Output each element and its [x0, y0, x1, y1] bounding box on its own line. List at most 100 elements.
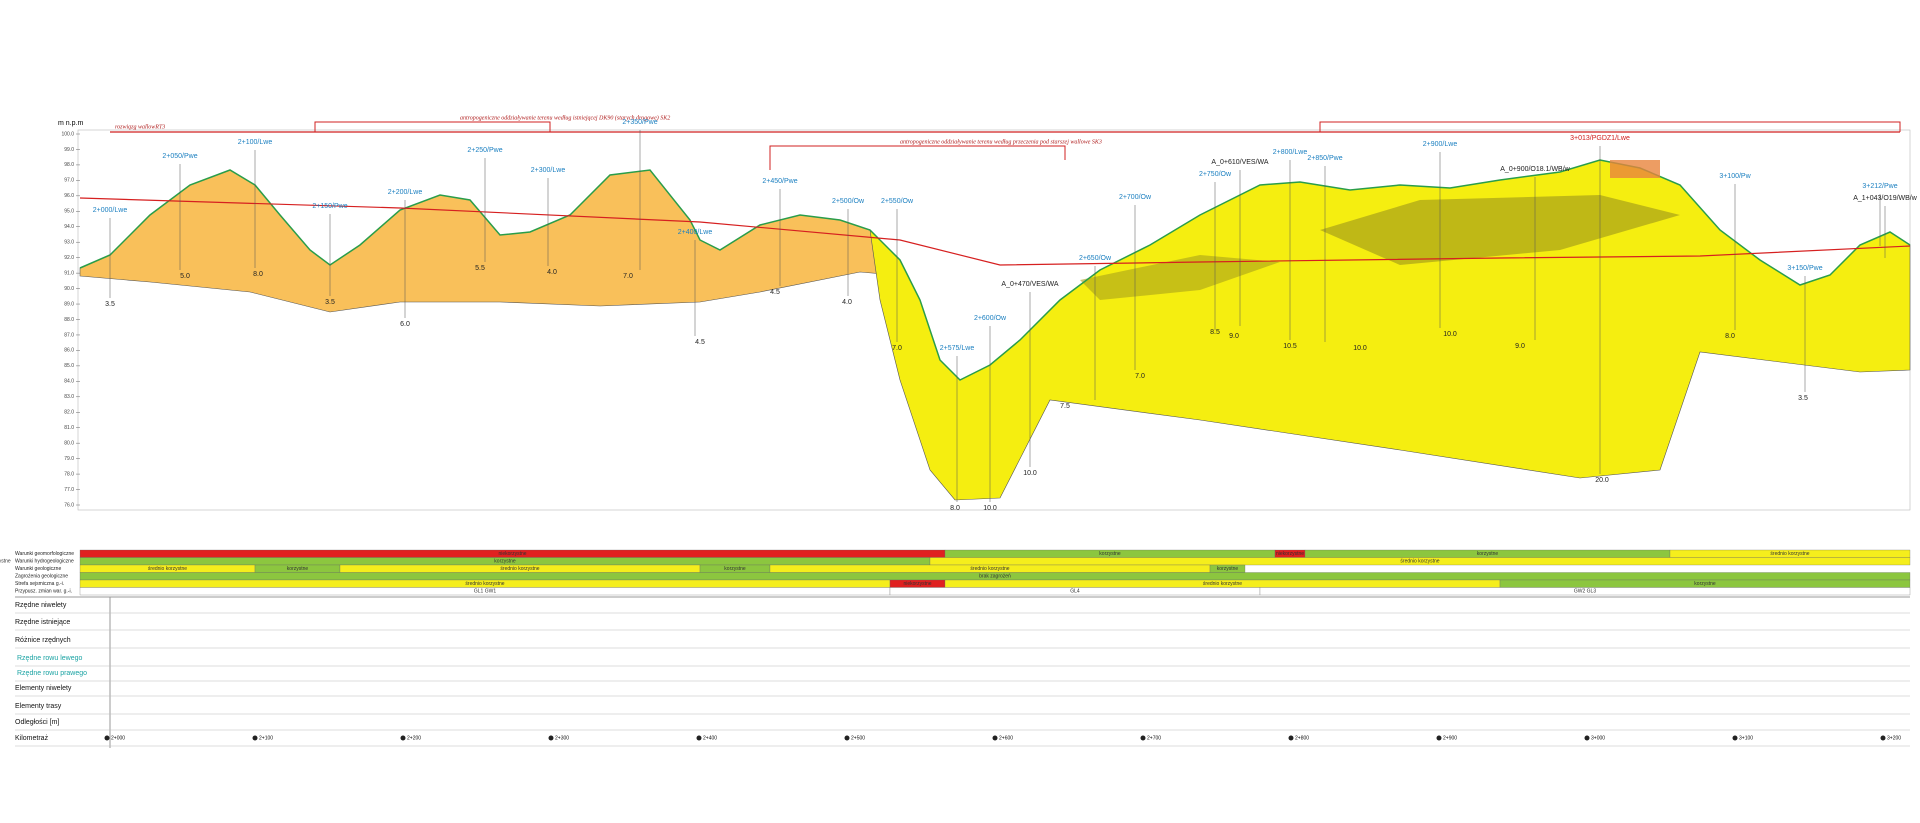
axis-label: m n.p.m: [58, 120, 83, 127]
band-text: GL4: [1070, 589, 1080, 595]
km-marker: [1436, 735, 1442, 741]
borehole-depth: 8.0: [1725, 333, 1735, 340]
km-label: 2+800: [1295, 735, 1309, 741]
band-text: korzystne: [1477, 551, 1499, 557]
borehole-label: 2+800/Lwe: [1273, 149, 1308, 156]
y-tick-label: 95.0: [64, 209, 74, 215]
borehole-depth: 5.5: [475, 265, 485, 272]
band-label: Strefa sejsmiczna g.-i.: [15, 581, 64, 587]
y-tick-label: 85.0: [64, 363, 74, 369]
borehole-label: 2+250/Pwe: [467, 147, 502, 154]
borehole-depth: 10.5: [1283, 343, 1297, 350]
band-segment: [1259, 587, 1911, 596]
borehole-label: 2+350/Pwe: [622, 119, 657, 126]
km-marker: [844, 735, 850, 741]
km-marker: [104, 735, 110, 741]
y-tick-label: 83.0: [64, 394, 74, 400]
row-label: Rzędne rowu prawego: [17, 670, 87, 677]
band-text: średnio korzystne: [1770, 551, 1809, 557]
borehole-label: A_0+610/VES/WA: [1211, 159, 1268, 166]
band-text: GW2 GL3: [1574, 589, 1596, 595]
borehole-label: 2+000/Lwe: [93, 207, 128, 214]
y-tick-label: 82.0: [64, 410, 74, 416]
row-label: Odległości [m]: [15, 719, 59, 726]
borehole-label: 2+300/Lwe: [531, 167, 566, 174]
borehole-depth: 4.5: [770, 289, 780, 296]
borehole-depth: 4.5: [695, 339, 705, 346]
km-label: 3+000: [1591, 735, 1605, 741]
borehole-label: 2+450/Pwe: [762, 178, 797, 185]
km-label: 2+700: [1147, 735, 1161, 741]
profile-art: [77, 121, 1911, 511]
borehole-depth: 10.0: [1023, 470, 1037, 477]
row-label: Rzędne niwelety: [15, 602, 67, 609]
km-label: 2+300: [555, 735, 569, 741]
borehole-depth: 9.0: [1515, 343, 1525, 350]
band-text: niekorzystne: [498, 551, 526, 557]
band-text: średnio korzystne: [1400, 559, 1439, 565]
band-text: niekorzystne: [1276, 551, 1304, 557]
borehole-label: 3+013/PGDZ1/Lwe: [1570, 135, 1630, 142]
y-tick-label: 94.0: [64, 224, 74, 230]
y-tick-label: 76.0: [64, 502, 74, 508]
km-marker: [1288, 735, 1294, 741]
note: antropogeniczne oddziaływanie terenu wed…: [460, 114, 670, 121]
y-tick-label: 84.0: [64, 379, 74, 385]
km-marker: [400, 735, 406, 741]
note: rozwiązg wallowRT3: [115, 124, 165, 130]
km-marker: [548, 735, 554, 741]
band-text: niekorzystne: [903, 581, 931, 587]
y-tick-label: 99.0: [64, 147, 74, 153]
row-label: Rzędne rowu lewego: [17, 655, 82, 662]
borehole-depth: 3.5: [1798, 395, 1808, 402]
km-label: 2+400: [703, 735, 717, 741]
y-tick-label: 78.0: [64, 471, 74, 477]
borehole-depth: 4.0: [547, 269, 557, 276]
y-tick-label: 88.0: [64, 317, 74, 323]
km-label: 2+000: [111, 735, 125, 741]
borehole-label: 2+200/Lwe: [388, 189, 423, 196]
band-text: brak zagrożeń: [979, 574, 1011, 580]
y-tick-label: 97.0: [64, 178, 74, 184]
bracket: [769, 145, 1066, 170]
y-tick-label: 87.0: [64, 332, 74, 338]
design-grade-line: [79, 197, 1911, 266]
borehole-label: 2+600/Ow: [974, 315, 1007, 322]
row-label: Elementy niwelety: [15, 685, 72, 692]
borehole-depth: 6.0: [400, 321, 410, 328]
band-label: Warunki geologiczne: [15, 566, 61, 572]
y-tick-label: 89.0: [64, 301, 74, 307]
band-text: GL1 GW1: [474, 589, 496, 595]
band-text: korzystne: [1217, 566, 1239, 572]
borehole-label: 2+100/Lwe: [238, 139, 273, 146]
km-marker: [1584, 735, 1590, 741]
borehole-label: 2+900/Lwe: [1423, 141, 1458, 148]
borehole-depth: 8.5: [1210, 329, 1220, 336]
borehole-label: 3+100/Pw: [1719, 173, 1751, 180]
row-label: Rzędne istniejące: [15, 619, 70, 626]
band-text: średnio korzystne: [500, 566, 539, 572]
band-label: Przypusz. zmian war. g.-i.: [15, 589, 72, 595]
band-text: średnio korzystne: [148, 566, 187, 572]
borehole-label: 2+575/Lwe: [940, 345, 975, 352]
borehole-label: 2+650/Ow: [1079, 255, 1112, 262]
bracket: [314, 121, 551, 132]
band-text: średnio korzystne: [465, 581, 504, 587]
band-text: korzystne: [1099, 551, 1121, 557]
borehole-label: 2+050/Pwe: [162, 153, 197, 160]
bracket: [1319, 121, 1901, 132]
band-text: korzystne: [724, 566, 746, 572]
borehole-label: A_0+470/VES/WA: [1001, 281, 1058, 288]
y-tick-label: 86.0: [64, 348, 74, 354]
borehole-depth: 10.0: [983, 505, 997, 512]
borehole-label: 2+400/Lwe: [678, 229, 713, 236]
row-label: Kilometraż: [15, 735, 49, 742]
soil-layer-dark: [1320, 195, 1680, 265]
band-text: średnio korzystne: [970, 566, 1009, 572]
borehole-depth: 10.0: [1353, 345, 1367, 352]
y-tick-label: 90.0: [64, 286, 74, 292]
band-segment: [929, 557, 1911, 566]
km-label: 2+500: [851, 735, 865, 741]
